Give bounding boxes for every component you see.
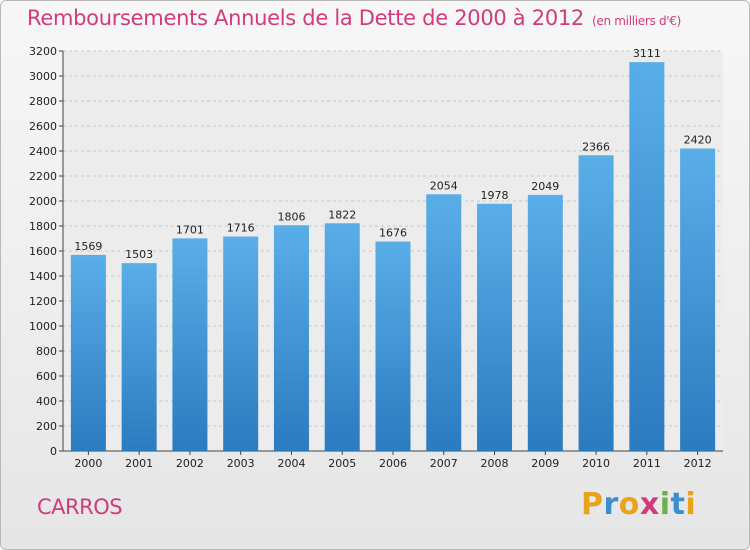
x-tick-label: 2005 (328, 457, 356, 470)
x-tick-label: 2010 (582, 457, 610, 470)
data-label: 1822 (328, 208, 356, 221)
data-label: 1701 (176, 223, 204, 236)
logo-letter: i (685, 487, 697, 522)
data-label: 1978 (481, 189, 509, 202)
y-tick-label: 1800 (29, 220, 57, 233)
bar (273, 225, 309, 451)
data-label: 2366 (582, 140, 610, 153)
y-tick-label: 1600 (29, 245, 57, 258)
y-tick-label: 200 (36, 420, 57, 433)
x-tick-label: 2009 (531, 457, 559, 470)
bar (172, 238, 208, 451)
y-tick-label: 600 (36, 370, 57, 383)
data-label: 1569 (74, 240, 102, 253)
bar (324, 223, 360, 451)
chart-subtitle: (en milliers d'€) (592, 14, 682, 28)
bar (680, 148, 716, 451)
logo-letter: P (581, 487, 604, 522)
bar (223, 236, 259, 451)
y-tick-label: 1000 (29, 320, 57, 333)
x-tick-label: 2001 (125, 457, 153, 470)
data-label: 3111 (633, 47, 661, 60)
logo-letter: t (670, 487, 686, 522)
bar (375, 241, 411, 451)
y-tick-label: 2200 (29, 170, 57, 183)
data-label: 1503 (125, 248, 153, 261)
logo-letter: r (603, 487, 619, 522)
chart-title-text: Remboursements Annuels de la Dette de 20… (27, 6, 584, 30)
y-tick-label: 0 (50, 445, 57, 458)
y-tick-label: 3000 (29, 70, 57, 83)
data-label: 2049 (531, 180, 559, 193)
bar (527, 194, 563, 451)
data-label: 1716 (227, 222, 255, 235)
y-tick-label: 800 (36, 345, 57, 358)
x-tick-label: 2006 (379, 457, 407, 470)
y-tick-label: 2800 (29, 95, 57, 108)
bar (70, 254, 106, 451)
x-tick-label: 2003 (227, 457, 255, 470)
y-tick-label: 2400 (29, 145, 57, 158)
x-tick-label: 2012 (684, 457, 712, 470)
bar (426, 194, 462, 451)
proxiti-logo: Proxiti (581, 487, 696, 522)
logo-letter: i (659, 487, 671, 522)
logo-letter: x (639, 487, 660, 522)
bar (477, 203, 513, 451)
x-tick-label: 2007 (430, 457, 458, 470)
x-tick-label: 2004 (277, 457, 305, 470)
commune-name: CARROS (37, 495, 123, 519)
data-label: 2054 (430, 179, 458, 192)
data-label: 1676 (379, 227, 407, 240)
logo-letter: o (618, 487, 640, 522)
chart-title: Remboursements Annuels de la Dette de 20… (27, 6, 681, 30)
x-tick-label: 2002 (176, 457, 204, 470)
y-tick-label: 1200 (29, 295, 57, 308)
y-tick-label: 1400 (29, 270, 57, 283)
bar (629, 62, 665, 451)
x-tick-label: 2008 (481, 457, 509, 470)
data-label: 1806 (277, 210, 305, 223)
y-tick-label: 2000 (29, 195, 57, 208)
y-tick-label: 400 (36, 395, 57, 408)
x-tick-label: 2011 (633, 457, 661, 470)
y-tick-label: 2600 (29, 120, 57, 133)
y-tick-label: 3200 (29, 45, 57, 58)
bar (121, 263, 157, 451)
data-label: 2420 (684, 134, 712, 147)
x-tick-label: 2000 (74, 457, 102, 470)
bar (578, 155, 614, 451)
